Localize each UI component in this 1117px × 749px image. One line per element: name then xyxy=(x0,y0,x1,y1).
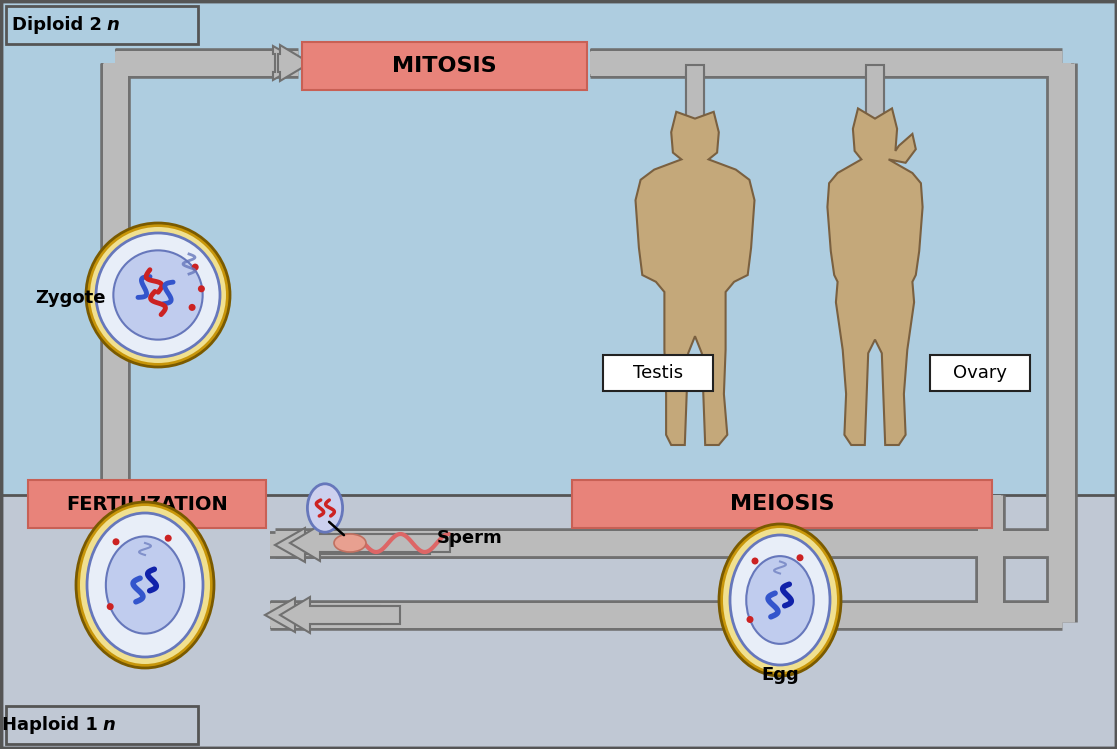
Circle shape xyxy=(189,304,195,311)
Ellipse shape xyxy=(76,502,214,668)
Bar xyxy=(0,0,1117,495)
Bar xyxy=(6,6,198,44)
Text: n: n xyxy=(102,716,115,734)
FancyArrow shape xyxy=(677,65,713,155)
Polygon shape xyxy=(636,112,754,445)
Circle shape xyxy=(746,616,754,623)
Bar xyxy=(930,355,1030,391)
Bar xyxy=(572,480,992,528)
Ellipse shape xyxy=(723,528,837,672)
FancyArrow shape xyxy=(857,65,892,155)
Bar xyxy=(302,42,588,90)
FancyArrow shape xyxy=(290,525,450,561)
Text: FERTILIZATION: FERTILIZATION xyxy=(66,494,228,514)
FancyArrow shape xyxy=(273,46,303,80)
Bar xyxy=(603,355,713,391)
Circle shape xyxy=(113,250,202,339)
Text: Diploid 2: Diploid 2 xyxy=(12,16,102,34)
Ellipse shape xyxy=(746,556,814,644)
FancyArrow shape xyxy=(280,597,400,633)
Circle shape xyxy=(107,603,114,610)
Bar xyxy=(6,706,198,744)
Text: Ovary: Ovary xyxy=(953,364,1008,382)
Text: Egg: Egg xyxy=(761,666,799,684)
Bar xyxy=(28,480,266,528)
Circle shape xyxy=(198,285,204,292)
Text: Zygote: Zygote xyxy=(35,289,105,307)
Circle shape xyxy=(90,227,226,363)
Polygon shape xyxy=(828,109,923,445)
FancyArrow shape xyxy=(278,45,311,81)
FancyArrow shape xyxy=(678,73,712,161)
Circle shape xyxy=(86,223,230,367)
Circle shape xyxy=(113,539,120,545)
Text: Testis: Testis xyxy=(633,364,684,382)
Circle shape xyxy=(752,557,758,565)
Circle shape xyxy=(96,233,220,357)
FancyArrow shape xyxy=(265,598,380,632)
Text: n: n xyxy=(106,16,118,34)
FancyArrow shape xyxy=(275,528,430,562)
Ellipse shape xyxy=(307,484,343,533)
Ellipse shape xyxy=(731,535,830,665)
Ellipse shape xyxy=(334,534,366,552)
Text: Haploid 1: Haploid 1 xyxy=(2,716,98,734)
Text: Sperm: Sperm xyxy=(437,529,503,547)
Bar xyxy=(0,495,1117,749)
Ellipse shape xyxy=(87,513,203,657)
Circle shape xyxy=(164,535,172,542)
Ellipse shape xyxy=(106,536,184,634)
Ellipse shape xyxy=(80,506,210,664)
Text: MITOSIS: MITOSIS xyxy=(392,56,496,76)
Circle shape xyxy=(796,554,803,561)
FancyArrow shape xyxy=(858,73,892,161)
Circle shape xyxy=(192,264,199,270)
Ellipse shape xyxy=(719,524,841,676)
Text: MEIOSIS: MEIOSIS xyxy=(729,494,834,514)
